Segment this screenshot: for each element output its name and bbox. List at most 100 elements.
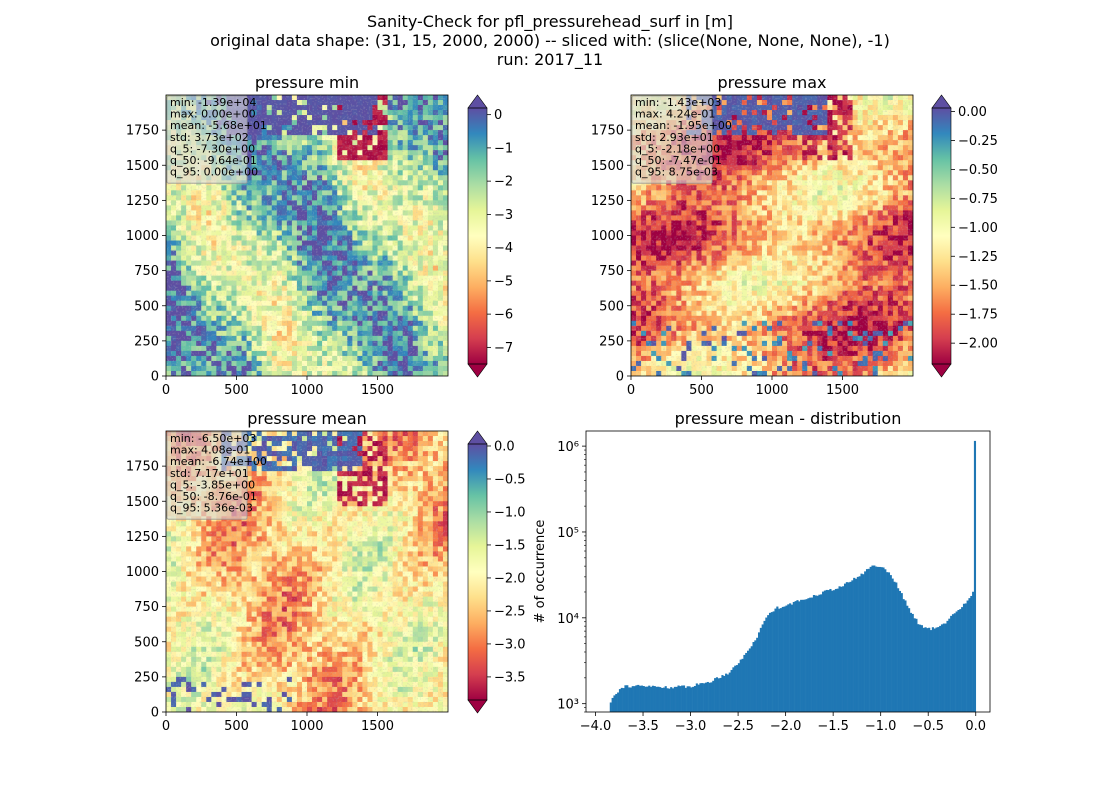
stats-line: q_95: 0.00e+00 <box>170 166 258 179</box>
colorbar-tick-label: −5 <box>494 274 513 289</box>
histogram-bar <box>666 688 669 712</box>
histogram-bar <box>756 637 759 712</box>
histogram-bar <box>957 609 960 712</box>
histogram-bar <box>794 601 797 712</box>
x-tick-label: 1500 <box>361 719 394 734</box>
colorbar-tick-label: −0.25 <box>958 134 998 149</box>
histogram-bar <box>827 590 830 712</box>
y-tick-label: 10³ <box>557 698 579 713</box>
heatmap-panel-pressure-min: pressure min 0 500 1000 1500 0 250 500 750 1000 12… <box>126 73 513 398</box>
histogram-bar <box>809 597 812 712</box>
histogram-bar <box>626 685 629 712</box>
stats-line: max: 4.08e-01 <box>170 444 250 457</box>
histogram-bar <box>942 623 945 712</box>
y-tick-label: 750 <box>599 264 624 279</box>
y-tick-label: 1500 <box>126 495 159 510</box>
histogram-bar <box>706 681 709 712</box>
colorbar-tick-label: −2 <box>494 175 513 190</box>
colorbar-tick-label: −4 <box>494 241 513 256</box>
colorbar-gradient <box>468 444 487 700</box>
histogram-bar <box>671 688 675 712</box>
histogram-bar <box>611 697 614 712</box>
histogram-bar <box>891 578 894 712</box>
histogram-bar <box>823 590 826 712</box>
colorbar: 0 −1 −2 −3 −4 −5 −6 −7 <box>467 94 513 378</box>
histogram-bar <box>748 648 751 712</box>
histogram-bar <box>774 608 777 712</box>
colorbar-tick-label: −3 <box>494 208 513 223</box>
histogram-bar <box>670 687 673 712</box>
y-tick-label: 750 <box>134 264 159 279</box>
figure-title-line-1: Sanity-Check for pfl_pressurehead_surf i… <box>367 12 733 31</box>
y-tick-label: 1250 <box>591 194 624 209</box>
histogram-bar <box>695 683 698 712</box>
histogram-bar <box>790 604 794 712</box>
histogram-bar <box>664 686 667 712</box>
colorbar-tick-label: −6 <box>494 308 513 323</box>
colorbar-extend-max <box>467 430 488 445</box>
histogram-bar <box>631 686 634 712</box>
histogram-bar <box>765 617 768 712</box>
x-tick-label: −1.0 <box>865 719 897 734</box>
colorbar-tick-label: −1.25 <box>958 250 998 265</box>
histogram-bar <box>690 687 693 712</box>
histogram-bar <box>759 627 762 712</box>
histogram-bar <box>635 685 638 712</box>
colorbar-extend-max <box>467 94 488 109</box>
histogram-bar <box>798 601 801 712</box>
colorbar-extend-min <box>467 363 488 378</box>
stats-line: mean: -5.68e+01 <box>170 119 267 132</box>
stats-line: q_50: -8.76e-01 <box>170 490 257 503</box>
colorbar-tick-label: −3.5 <box>494 670 526 685</box>
histogram-bar <box>962 603 966 712</box>
histogram-bar <box>661 688 664 712</box>
y-tick-label: 1000 <box>591 229 624 244</box>
histogram-bar <box>646 686 649 712</box>
x-tick-label: 500 <box>224 383 249 398</box>
colorbar-tick-label: −3.0 <box>494 637 526 652</box>
histogram-bar <box>743 654 746 712</box>
histogram-bars <box>609 440 977 712</box>
histogram-bar <box>931 627 934 712</box>
colorbar-tick-label: 0.0 <box>494 439 515 454</box>
histogram-bar <box>770 612 773 712</box>
stats-line: max: 0.00e+00 <box>170 108 256 121</box>
x-tick-label: −4.0 <box>580 719 612 734</box>
x-tick-label: 1000 <box>755 383 788 398</box>
histogram-bar <box>820 594 823 712</box>
histogram-bar <box>951 614 955 712</box>
histogram-bar <box>876 566 880 712</box>
stats-line: std: 7.17e+01 <box>170 467 249 480</box>
colorbar-tick-label: −1.5 <box>494 538 526 553</box>
histogram-bar <box>884 569 887 712</box>
colorbar-tick-label: −2.0 <box>494 571 526 586</box>
colorbar-tick-label: −7 <box>494 341 513 356</box>
histogram-bar <box>926 628 929 712</box>
histogram-bar <box>734 665 737 712</box>
colorbar-tick-label: 0.00 <box>958 105 987 120</box>
histogram-bar <box>836 588 839 712</box>
histogram-bar <box>684 687 687 712</box>
histogram-bar <box>710 682 713 712</box>
histogram-bar <box>650 686 653 712</box>
histogram-bar <box>865 569 869 712</box>
colorbar-extend-min <box>931 363 952 378</box>
histogram-bar <box>730 669 733 712</box>
histogram-bar <box>961 607 964 712</box>
histogram-bar <box>851 580 854 712</box>
stats-line: q_50: -7.47e-01 <box>635 154 722 167</box>
histogram-bar <box>904 600 907 712</box>
y-tick-label: 0 <box>151 706 159 721</box>
histogram-bar <box>807 598 810 712</box>
stats-line: std: 3.73e+02 <box>170 131 249 144</box>
histogram-bar <box>803 599 806 712</box>
y-tick-label: 500 <box>599 299 624 314</box>
figure-title-line-3: run: 2017_11 <box>496 50 604 69</box>
heatmap-panel-pressure-max: pressure max 0 500 1000 1500 0 250 500 750 1000 12… <box>591 73 998 398</box>
y-tick-label: 1250 <box>126 530 159 545</box>
histogram-bar <box>871 565 874 712</box>
histogram-bar <box>657 686 660 712</box>
histogram-bar <box>701 683 704 712</box>
x-tick-label: 1500 <box>826 383 859 398</box>
panel-title: pressure min <box>255 73 359 92</box>
